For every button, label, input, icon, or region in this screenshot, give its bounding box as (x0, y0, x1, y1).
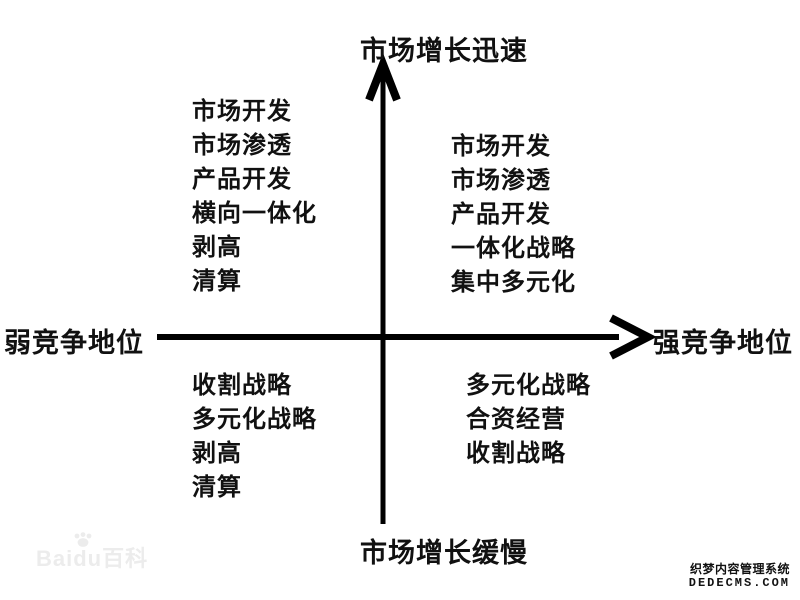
baidu-watermark: Baidu百科 (36, 532, 149, 573)
strategy-item: 市场开发 (192, 98, 292, 125)
strategy-item: 市场渗透 (451, 167, 551, 194)
strategy-item: 剥高 (192, 440, 242, 467)
strategy-item: 清算 (192, 474, 242, 501)
up-arrowhead-icon (365, 52, 401, 102)
quadrant-bottom-left-list: 收割战略多元化战略剥高清算 (192, 369, 317, 505)
baidu-watermark-text: Baidu百科 (36, 546, 149, 571)
axis-label-left: 弱竞争地位 (4, 328, 144, 358)
axis-label-top: 市场增长迅速 (360, 36, 528, 66)
dedecms-watermark-line2: DEDECMS.COM (688, 576, 790, 590)
strategy-item: 合资经营 (466, 406, 566, 433)
strategy-item: 收割战略 (192, 372, 292, 399)
strategy-item: 剥高 (192, 234, 242, 261)
quadrant-bottom-right-list: 多元化战略合资经营收割战略 (466, 369, 591, 471)
quadrant-top-right-list: 市场开发市场渗透产品开发一体化战略集中多元化 (451, 130, 576, 300)
dedecms-watermark: 织梦内容管理系统 DEDECMS.COM (689, 562, 790, 590)
strategy-item: 产品开发 (451, 201, 551, 228)
strategy-item: 多元化战略 (466, 372, 591, 399)
strategy-item: 市场开发 (451, 133, 551, 160)
axis-label-bottom: 市场增长缓慢 (360, 538, 528, 568)
quadrant-top-left-list: 市场开发市场渗透产品开发横向一体化剥高清算 (192, 95, 317, 299)
strategy-item: 横向一体化 (192, 200, 317, 227)
strategy-item: 集中多元化 (451, 269, 576, 296)
strategy-item: 市场渗透 (192, 132, 292, 159)
dedecms-watermark-line1: 织梦内容管理系统 (689, 562, 790, 576)
baidu-paw-icon (74, 532, 92, 547)
strategy-item: 一体化战略 (451, 235, 576, 262)
axis-label-right: 强竞争地位 (653, 328, 793, 358)
strategy-item: 收割战略 (466, 440, 566, 467)
right-arrowhead-icon (609, 314, 657, 360)
strategy-item: 多元化战略 (192, 406, 317, 433)
strategy-item: 清算 (192, 268, 242, 295)
strategy-item: 产品开发 (192, 166, 292, 193)
